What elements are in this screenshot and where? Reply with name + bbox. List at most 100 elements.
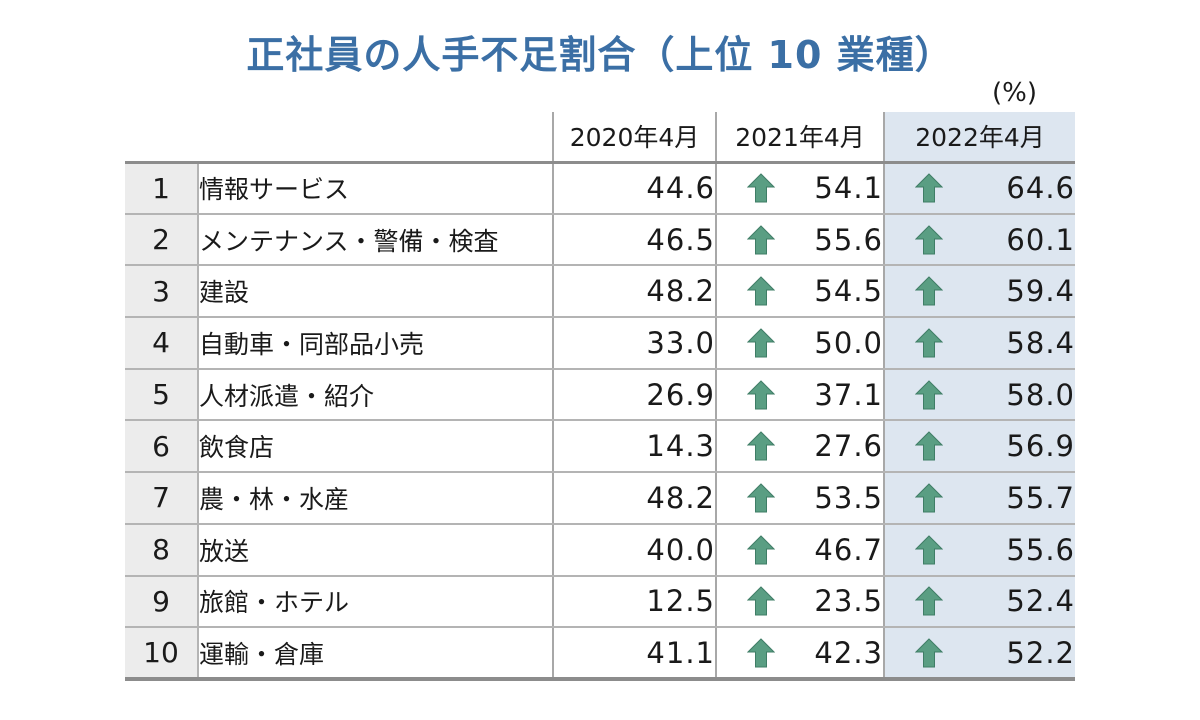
up-arrow-icon (747, 431, 775, 461)
value-2021: 46.7 (814, 532, 883, 567)
value-2022-cell: 55.7 (883, 472, 1075, 525)
value-2021-cell: 50.0 (715, 317, 884, 370)
up-arrow-icon (747, 534, 775, 565)
value-2022: 52.4 (1006, 584, 1075, 619)
table-body: 1 情報サービス 44.6 54.1 64.6 2 メンテナンス・警備・検査 46.5 55.6… (125, 162, 1075, 681)
industry-cell: 自動車・同部品小売 (197, 317, 553, 370)
rank-cell: 7 (125, 472, 198, 525)
up-arrow-icon (915, 431, 943, 461)
ranking-table: 2020年4月 2021年4月 2022年4月 1 情報サービス 44.6 54.1 6… (125, 112, 1075, 681)
value-2020-cell: 12.5 (552, 575, 716, 629)
rank-cell: 8 (125, 523, 198, 577)
unit-label: (%) (992, 78, 1037, 108)
value-2021-cell: 54.5 (715, 265, 884, 319)
value-2020: 41.1 (646, 635, 715, 670)
rank-cell: 4 (125, 317, 198, 370)
value-2022: 60.1 (1006, 222, 1075, 257)
value-2021-cell: 53.5 (715, 472, 884, 525)
value-2020: 40.0 (646, 532, 715, 567)
value-2021-cell: 54.1 (715, 162, 884, 215)
value-2021: 37.1 (814, 377, 883, 412)
value-2021: 42.3 (814, 635, 883, 670)
value-2021: 23.5 (814, 584, 883, 619)
value-2022: 59.4 (1006, 274, 1075, 309)
up-arrow-icon (915, 276, 943, 306)
value-2020: 33.0 (646, 325, 715, 360)
rank-cell: 9 (125, 575, 198, 629)
header-2021: 2021年4月 (715, 112, 884, 164)
header-2022: 2022年4月 (883, 112, 1075, 164)
value-2022-cell: 56.9 (883, 420, 1075, 474)
up-arrow-icon (747, 586, 775, 616)
value-2022: 55.6 (1006, 532, 1075, 567)
value-2020-cell: 40.0 (552, 523, 716, 577)
rank-cell: 3 (125, 265, 198, 319)
industry-cell: 情報サービス (197, 162, 553, 215)
up-arrow-icon (747, 637, 775, 668)
industry-cell: メンテナンス・警備・検査 (197, 213, 553, 267)
value-2021: 54.5 (814, 274, 883, 309)
value-2022-cell: 52.4 (883, 575, 1075, 629)
up-arrow-icon (915, 637, 943, 668)
value-2022: 52.2 (1006, 635, 1075, 670)
value-2020-cell: 48.2 (552, 265, 716, 319)
value-2020-cell: 46.5 (552, 213, 716, 267)
industry-cell: 運輸・倉庫 (197, 627, 553, 681)
value-2022-cell: 60.1 (883, 213, 1075, 267)
industry-cell: 旅館・ホテル (197, 575, 553, 629)
table-row: 6 飲食店 14.3 27.6 56.9 (125, 420, 1075, 474)
up-arrow-icon (915, 483, 943, 513)
value-2022: 56.9 (1006, 429, 1075, 464)
value-2021: 54.1 (814, 171, 883, 206)
value-2022-cell: 58.0 (883, 368, 1075, 422)
up-arrow-icon (915, 379, 943, 410)
header-2020: 2020年4月 (552, 112, 716, 164)
up-arrow-icon (915, 328, 943, 358)
industry-cell: 飲食店 (197, 420, 553, 474)
header-row: 2020年4月 2021年4月 2022年4月 (125, 112, 1075, 164)
up-arrow-icon (747, 328, 775, 358)
value-2020: 46.5 (646, 222, 715, 257)
industry-cell: 農・林・水産 (197, 472, 553, 525)
table-row: 10 運輸・倉庫 41.1 42.3 52.2 (125, 627, 1075, 681)
value-2020-cell: 33.0 (552, 317, 716, 370)
up-arrow-icon (915, 224, 943, 255)
value-2020-cell: 44.6 (552, 162, 716, 215)
value-2021: 53.5 (814, 480, 883, 515)
value-2021-cell: 42.3 (715, 627, 884, 681)
up-arrow-icon (915, 534, 943, 565)
header-industry (198, 112, 553, 164)
value-2020: 26.9 (646, 377, 715, 412)
rank-cell: 5 (125, 368, 198, 422)
value-2020-cell: 26.9 (552, 368, 716, 422)
value-2020: 12.5 (646, 584, 715, 619)
value-2020: 48.2 (646, 480, 715, 515)
value-2021: 50.0 (814, 325, 883, 360)
value-2022: 58.0 (1006, 377, 1075, 412)
rank-cell: 1 (125, 162, 198, 215)
table-row: 2 メンテナンス・警備・検査 46.5 55.6 60.1 (125, 213, 1075, 267)
industry-cell: 放送 (197, 523, 553, 577)
value-2021: 27.6 (814, 429, 883, 464)
value-2020-cell: 14.3 (552, 420, 716, 474)
table-row: 4 自動車・同部品小売 33.0 50.0 58.4 (125, 317, 1075, 370)
value-2021-cell: 37.1 (715, 368, 884, 422)
chart-title: 正社員の人手不足割合（上位 10 業種） (246, 33, 954, 77)
up-arrow-icon (747, 224, 775, 255)
header-rank (125, 112, 198, 164)
value-2021-cell: 27.6 (715, 420, 884, 474)
up-arrow-icon (915, 173, 943, 203)
table-row: 7 農・林・水産 48.2 53.5 55.7 (125, 472, 1075, 525)
up-arrow-icon (915, 586, 943, 616)
industry-cell: 建設 (197, 265, 553, 319)
value-2022: 64.6 (1006, 171, 1075, 206)
value-2022: 55.7 (1006, 480, 1075, 515)
table-row: 9 旅館・ホテル 12.5 23.5 52.4 (125, 575, 1075, 629)
value-2022-cell: 55.6 (883, 523, 1075, 577)
rank-cell: 2 (125, 213, 198, 267)
value-2022-cell: 59.4 (883, 265, 1075, 319)
value-2021-cell: 55.6 (715, 213, 884, 267)
rank-cell: 10 (125, 627, 198, 681)
table-row: 1 情報サービス 44.6 54.1 64.6 (125, 162, 1075, 215)
value-2022-cell: 58.4 (883, 317, 1075, 370)
